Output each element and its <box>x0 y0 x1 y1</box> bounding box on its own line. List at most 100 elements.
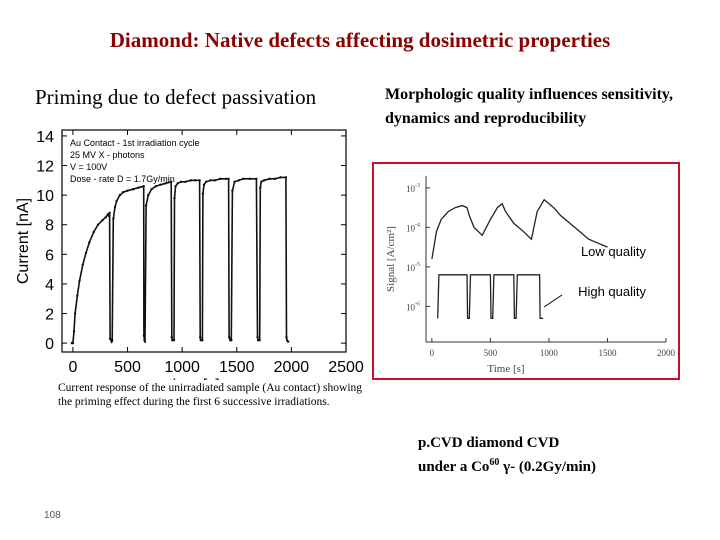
current-data-point <box>73 312 77 315</box>
low-quality-series-line <box>431 198 608 260</box>
current-data-point <box>170 180 173 183</box>
current-data-point <box>154 185 158 188</box>
current-data-point <box>113 205 117 209</box>
current-data-point <box>144 204 148 207</box>
current-data-point <box>259 186 262 189</box>
current-data-point <box>164 182 167 185</box>
low-quality-label: Low quality <box>581 244 647 259</box>
y-tick-label: 12 <box>36 159 54 176</box>
current-data-point <box>142 185 145 188</box>
right-heading: Morphologic quality influences sensitivi… <box>385 86 674 127</box>
y-tick-label: 2 <box>45 307 54 324</box>
x-tick-label: 1000 <box>540 348 559 358</box>
legend-line: 25 MV X - photons <box>70 150 145 160</box>
current-data-point <box>227 177 230 181</box>
y-tick-label: 10-4 <box>406 222 420 233</box>
current-data-point <box>104 216 107 219</box>
left-chart-caption: Current response of the unirradiated sam… <box>58 382 363 408</box>
current-data-point <box>101 219 104 222</box>
current-data-point <box>96 223 100 226</box>
current-data-point <box>179 180 183 183</box>
current-data-point <box>71 341 75 345</box>
current-data-point <box>219 177 222 181</box>
current-data-point <box>258 338 261 342</box>
x-tick-label: 1000 <box>164 359 200 376</box>
current-data-point <box>256 336 259 339</box>
page-number: 108 <box>44 510 61 521</box>
y-tick-label: 8 <box>45 218 54 235</box>
y-tick-label: 10-3 <box>406 183 420 194</box>
note-line-2-prefix: under a Co <box>418 459 490 475</box>
current-data-point <box>131 188 135 191</box>
y-axis-label: Current [nA] <box>15 198 32 284</box>
current-data-point <box>198 179 201 182</box>
current-data-point <box>118 193 122 197</box>
x-axis-label: time [s] <box>168 377 220 380</box>
signal-quality-chart: 10-3 10-4 10-5 10-6 0 500 1000 1500 2000 Time [s]… <box>385 176 676 375</box>
y-tick-exponent: -6 <box>415 301 420 307</box>
note-line-2: under a Co60 γ- (0.2Gy/min) <box>418 453 596 477</box>
legend-line: V = 100V <box>70 162 107 172</box>
current-data-point <box>227 336 231 339</box>
current-data-point <box>204 180 208 183</box>
current-data-point <box>242 177 245 181</box>
current-data-point <box>115 199 118 203</box>
legend-line: Dose - rate D = 1.7Gy/min <box>70 174 175 184</box>
y-tick-exponent: -3 <box>415 183 420 189</box>
x-tick-label: 1500 <box>219 359 255 376</box>
current-data-point <box>150 188 153 191</box>
quality-comparison-panel: 10-3 10-4 10-5 10-6 0 500 1000 1500 2000 Time [s]… <box>372 162 680 380</box>
current-data-point <box>76 294 79 297</box>
x-tick-label: 0 <box>68 359 77 376</box>
current-data-point <box>173 196 176 200</box>
current-data-point <box>72 330 76 333</box>
current-data-point <box>126 189 129 192</box>
current-data-point <box>224 177 228 181</box>
x-tick-label: 1500 <box>598 348 617 358</box>
current-data-point <box>262 179 266 182</box>
current-data-point <box>268 177 271 181</box>
y-tick-exponent: -5 <box>415 262 420 268</box>
current-data-point <box>279 176 282 179</box>
current-data-point <box>201 338 204 342</box>
current-data-point <box>237 179 241 182</box>
current-data-point <box>143 340 147 343</box>
legend-line: Au Contact - 1st irradiation cycle <box>70 138 200 148</box>
x-tick-label: 2500 <box>328 359 364 376</box>
current-data-point <box>121 190 125 194</box>
current-data-point <box>255 177 258 181</box>
current-data-point <box>201 192 205 195</box>
current-data-point <box>260 180 263 183</box>
high-quality-label: High quality <box>578 284 646 299</box>
current-data-point <box>84 251 88 255</box>
x-tick-label: 2000 <box>657 348 676 358</box>
left-heading: Priming due to defect passivation <box>35 85 317 109</box>
current-data-point <box>248 177 252 181</box>
current-data-point <box>81 263 84 266</box>
current-data-point <box>286 340 290 343</box>
current-data-point <box>107 214 111 218</box>
x-axis-label: Time [s] <box>487 363 524 375</box>
x-tick-label: 0 <box>430 348 435 358</box>
current-data-point <box>172 338 176 342</box>
note-line-2-superscript: 60 <box>489 457 500 468</box>
note-line-1: p.CVD diamond CVD <box>418 435 560 451</box>
plot-frame <box>61 129 347 353</box>
y-axis-label: Signal [A/cm²] <box>385 226 397 292</box>
diamond-irradiation-note: p.CVD diamond CVD under a Co60 γ- (0.2Gy… <box>418 434 596 477</box>
current-data-point <box>273 177 277 181</box>
current-series-line <box>71 176 289 344</box>
current-data-point <box>137 186 140 189</box>
y-tick-label: 4 <box>45 277 54 294</box>
current-data-point <box>159 183 162 186</box>
high-quality-series-line <box>437 274 544 319</box>
current-data-point <box>112 217 115 220</box>
current-data-point <box>198 336 202 339</box>
current-data-point <box>284 176 288 179</box>
current-data-point <box>209 179 212 182</box>
y-tick-label: 6 <box>45 247 54 264</box>
slide-title: Diamond: Native defects affecting dosime… <box>109 28 611 52</box>
x-tick-label: 500 <box>484 348 498 358</box>
x-tick-label: 500 <box>114 359 141 376</box>
current-data-point <box>88 241 91 244</box>
